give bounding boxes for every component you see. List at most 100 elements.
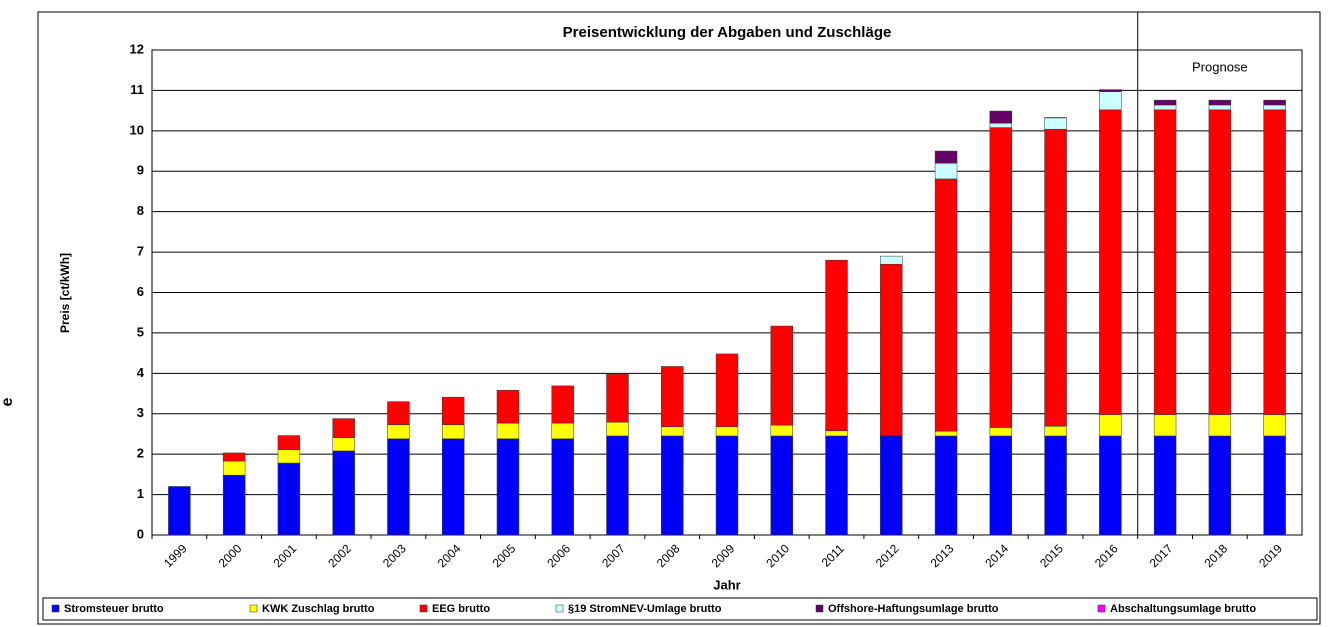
- bar-segment: [551, 422, 574, 440]
- legend-swatch: [419, 604, 428, 613]
- bar-segment: [332, 437, 355, 452]
- bar-segment: [387, 424, 410, 440]
- legend-label: Abschaltungsumlage brutto: [1110, 603, 1256, 615]
- chart-title: Preisentwicklung der Abgaben und Zuschlä…: [563, 24, 892, 41]
- bar-segment: [387, 401, 410, 425]
- bar-segment: [770, 325, 793, 426]
- bar-segment: [222, 474, 246, 536]
- bar-segment: [934, 178, 958, 432]
- bar-segment: [1263, 104, 1286, 111]
- bar-segment: [880, 255, 903, 265]
- bar-segment: [1044, 117, 1067, 130]
- y-tick-label: 1: [137, 486, 144, 501]
- bar-segment: [1099, 414, 1122, 437]
- bar-segment: [661, 366, 684, 427]
- legend-swatch: [249, 604, 258, 613]
- y-axis-label: Preis [ct/kWh]: [58, 253, 72, 333]
- bar-segment: [1208, 104, 1232, 111]
- y-tick-label: 10: [130, 122, 144, 137]
- legend-label: §19 StromNEV-Umlage brutto: [568, 603, 722, 615]
- bar-segment: [606, 373, 629, 423]
- bar-segment: [551, 438, 574, 536]
- legend-label: EEG brutto: [432, 603, 490, 615]
- legend-swatch: [1097, 604, 1106, 613]
- bar-segment: [825, 259, 848, 431]
- bar-segment: [989, 127, 1013, 428]
- bar-segment: [277, 449, 301, 464]
- bar-segment: [441, 438, 465, 536]
- bar-segment: [1099, 435, 1122, 536]
- bar-segment: [441, 396, 465, 425]
- side-text: e: [0, 397, 16, 406]
- legend-label: Stromsteuer brutto: [64, 603, 164, 615]
- legend-label: Offshore-Haftungsumlage brutto: [828, 603, 999, 615]
- y-tick-label: 7: [137, 244, 144, 259]
- y-tick-label: 6: [137, 284, 144, 299]
- y-tick-label: 12: [130, 41, 144, 56]
- annotation: Prognose: [1192, 59, 1248, 74]
- bar-segment: [934, 150, 958, 164]
- bar-segment: [1099, 89, 1122, 92]
- bar-segment: [1208, 435, 1232, 536]
- bar-segment: [1153, 109, 1177, 415]
- bar-segment: [1263, 99, 1286, 106]
- bar-segment: [551, 385, 574, 424]
- bar-segment: [880, 435, 903, 536]
- bar-segment: [1099, 91, 1122, 111]
- bar-segment: [1208, 109, 1232, 415]
- bar-segment: [934, 162, 958, 180]
- bar-segment: [168, 486, 191, 536]
- y-tick-label: 4: [137, 365, 145, 380]
- y-tick-label: 11: [130, 82, 144, 97]
- y-tick-label: 2: [137, 446, 144, 461]
- bar-segment: [661, 426, 684, 437]
- bar-segment: [332, 418, 355, 438]
- legend-frame: [42, 597, 1318, 621]
- x-axis-label: Jahr: [713, 577, 740, 592]
- legend-swatch: [815, 604, 824, 613]
- y-tick-label: 8: [137, 203, 144, 218]
- bar-segment: [1153, 435, 1177, 536]
- bar-segment: [715, 353, 739, 427]
- bar-segment: [989, 427, 1013, 437]
- bar-segment: [825, 430, 848, 437]
- bar-segment: [1044, 128, 1067, 427]
- bar-segment: [222, 452, 246, 462]
- bar-segment: [496, 390, 520, 424]
- bar-segment: [387, 438, 410, 536]
- bar-segment: [1263, 109, 1286, 415]
- bar-segment: [934, 435, 958, 536]
- bar-segment: [222, 460, 246, 476]
- bar-segment: [1153, 414, 1177, 437]
- bar-segment: [1044, 435, 1067, 536]
- legend-swatch: [51, 604, 60, 613]
- bar-segment: [715, 435, 739, 536]
- bar-segment: [880, 263, 903, 436]
- bar-segment: [989, 122, 1013, 128]
- y-tick-label: 3: [137, 405, 144, 420]
- bar-segment: [1263, 435, 1286, 536]
- bar-segment: [1044, 426, 1067, 437]
- bar-segment: [661, 435, 684, 536]
- bar-segment: [1263, 414, 1286, 437]
- bar-segment: [770, 435, 793, 536]
- bar-segment: [1099, 109, 1122, 415]
- bar-segment: [989, 111, 1013, 124]
- bar-segment: [1208, 414, 1232, 437]
- y-tick-label: 5: [137, 324, 144, 339]
- bar-segment: [1153, 104, 1177, 111]
- y-tick-label: 0: [137, 526, 144, 541]
- bar-segment: [277, 435, 301, 450]
- bar-segment: [715, 426, 739, 437]
- bar-segment: [441, 424, 465, 440]
- bar-segment: [1208, 99, 1232, 106]
- bar-segment: [277, 462, 301, 536]
- bar-segment: [606, 421, 629, 437]
- bar-segment: [989, 435, 1013, 536]
- y-tick-label: 9: [137, 163, 144, 178]
- bar-segment: [825, 435, 848, 536]
- bar-segment: [1153, 99, 1177, 106]
- bar-segment: [496, 422, 520, 440]
- bar-segment: [606, 435, 629, 536]
- legend-swatch: [555, 604, 564, 613]
